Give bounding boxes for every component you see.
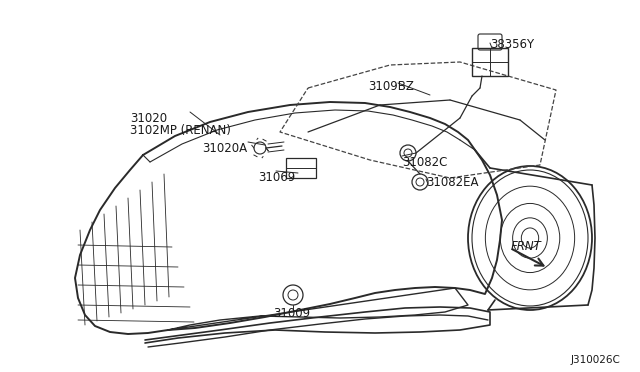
Text: 31009: 31009 <box>273 307 310 320</box>
Text: 3102MP (RENAN): 3102MP (RENAN) <box>130 124 231 137</box>
Text: 3109BZ: 3109BZ <box>368 80 414 93</box>
Text: 31069: 31069 <box>258 171 295 184</box>
Text: 31082C: 31082C <box>402 156 447 169</box>
Text: 31020A: 31020A <box>202 142 247 155</box>
Text: 31020: 31020 <box>130 112 167 125</box>
Text: 38356Y: 38356Y <box>490 38 534 51</box>
Text: FRNT: FRNT <box>511 240 541 253</box>
Text: J310026C: J310026C <box>570 355 620 365</box>
Text: 31082EA: 31082EA <box>426 176 479 189</box>
